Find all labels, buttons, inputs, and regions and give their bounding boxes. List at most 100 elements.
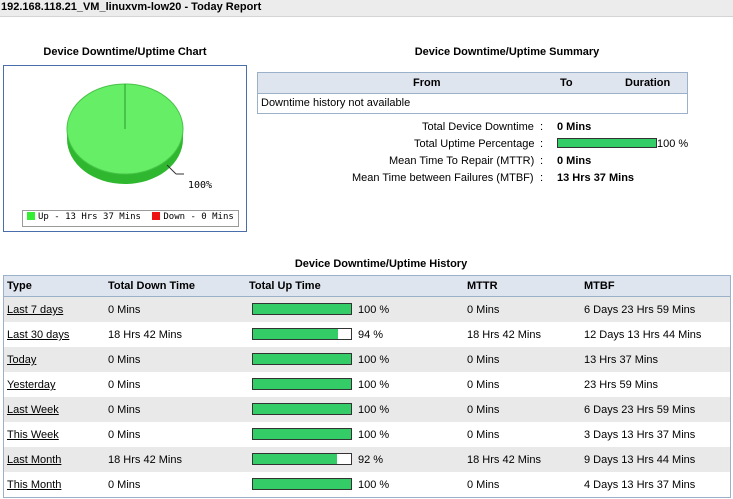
- row-mttr: 18 Hrs 42 Mins: [467, 329, 541, 341]
- stat-label: Mean Time To Repair (MTTR): [389, 155, 535, 167]
- row-type-link[interactable]: Last 7 days: [7, 304, 64, 316]
- uptime-bar: [252, 453, 352, 465]
- uptime-bar: [252, 353, 352, 365]
- row-mtbf: 6 Days 23 Hrs 59 Mins: [584, 304, 696, 316]
- uptime-bar-fill: [253, 304, 351, 314]
- legend-label-down: Down - 0 Mins: [163, 212, 234, 222]
- col-from: From: [413, 77, 441, 89]
- stat-label: Mean Time between Failures (MTBF): [352, 172, 534, 184]
- uptime-bar: [252, 403, 352, 415]
- stat-value: 0 Mins: [557, 121, 592, 133]
- history-title: Device Downtime/Uptime History: [294, 258, 468, 270]
- row-type: Last 30 days: [7, 329, 69, 341]
- pie-chart: [66, 83, 184, 184]
- row-uptime-pct: 100 %: [358, 479, 390, 491]
- row-mtbf: 13 Hrs 37 Mins: [584, 354, 658, 366]
- row-uptime-pct: 100 %: [358, 404, 390, 416]
- stat-label: Total Device Downtime: [422, 121, 534, 133]
- col-type: Type: [7, 280, 32, 292]
- legend-label-up: Up - 13 Hrs 37 Mins: [38, 212, 141, 222]
- col-to: To: [560, 77, 573, 89]
- col-mttr: MTTR: [467, 280, 498, 292]
- uptime-bar-fill: [253, 429, 351, 439]
- uptime-bar-fill: [253, 454, 338, 464]
- empty-message: Downtime history not available: [261, 97, 411, 109]
- row-mttr: 0 Mins: [467, 304, 500, 316]
- uptime-bar-fill: [253, 329, 339, 339]
- window-titlebar: 192.168.118.21_VM_linuxvm-low20 - Today …: [0, 0, 733, 17]
- row-total-down: 18 Hrs 42 Mins: [108, 454, 182, 466]
- uptime-bar-fill: [253, 404, 351, 414]
- legend-swatch-up: [27, 212, 35, 220]
- stat-value: 13 Hrs 37 Mins: [557, 172, 635, 184]
- row-mtbf: 3 Days 13 Hrs 37 Mins: [584, 429, 696, 441]
- uptime-bar: [252, 303, 352, 315]
- col-mtbf: MTBF: [584, 280, 615, 292]
- row-type-link[interactable]: This Month: [7, 479, 62, 491]
- legend-item-up: Up - 13 Hrs 37 Mins: [27, 212, 141, 222]
- pie-percent-label: 100%: [188, 180, 213, 191]
- table-row: Yesterday 0 Mins 100 % 0 Mins 23 Hrs 59 Mins: [4, 372, 730, 397]
- row-type: This Month: [7, 479, 61, 491]
- window-title: 192.168.118.21_VM_linuxvm-low20 - Today …: [1, 1, 262, 13]
- stat-label: Total Uptime Percentage: [414, 138, 535, 150]
- row-uptime-pct: 92 %: [358, 454, 384, 466]
- row-type-link[interactable]: Today: [7, 354, 37, 366]
- summary-title: Device Downtime/Uptime Summary: [414, 46, 600, 58]
- uptime-bar-fill: [253, 379, 351, 389]
- uptime-bar-fill: [253, 479, 351, 489]
- table-row: Today 0 Mins 100 % 0 Mins 13 Hrs 37 Mins: [4, 347, 730, 372]
- table-row: Last 7 days 0 Mins 100 % 0 Mins 6 Days 23 Hr…: [4, 297, 730, 322]
- row-total-down: 0 Mins: [108, 429, 141, 441]
- row-total-down: 0 Mins: [108, 379, 141, 391]
- row-mttr: 0 Mins: [467, 354, 500, 366]
- chart-panel: 100% Up - 13 Hrs 37 Mins Down - 0 Mins: [3, 65, 247, 232]
- uptime-progress-fill: [558, 139, 656, 147]
- row-type: Yesterday: [7, 379, 56, 391]
- row-uptime-pct: 100 %: [358, 379, 390, 391]
- row-type-link[interactable]: This Week: [7, 429, 59, 441]
- col-duration: Duration: [625, 77, 671, 89]
- chart-title: Device Downtime/Uptime Chart: [43, 46, 207, 58]
- row-uptime-pct: 100 %: [358, 354, 390, 366]
- row-type: Last Month: [7, 454, 61, 466]
- col-total-up: Total Up Time: [249, 280, 321, 292]
- row-type-link[interactable]: Yesterday: [7, 379, 56, 391]
- row-mttr: 18 Hrs 42 Mins: [467, 454, 541, 466]
- table-row: This Week 0 Mins 100 % 0 Mins 3 Days 13 Hrs …: [4, 422, 730, 447]
- legend-swatch-down: [152, 212, 161, 220]
- history-header-row: Type Total Down Time Total Up Time MTTR …: [4, 276, 730, 297]
- col-total-down: Total Down Time: [108, 280, 195, 292]
- row-mtbf: 6 Days 23 Hrs 59 Mins: [584, 404, 696, 416]
- row-mttr: 0 Mins: [467, 429, 500, 441]
- stat-sep: :: [540, 172, 544, 184]
- row-mttr: 0 Mins: [467, 404, 500, 416]
- uptime-bar: [252, 378, 352, 390]
- row-mtbf: 23 Hrs 59 Mins: [584, 379, 658, 391]
- legend-item-down: Down - 0 Mins: [152, 212, 234, 222]
- row-type-link[interactable]: Last Week: [7, 404, 59, 416]
- uptime-bar: [252, 328, 352, 340]
- pie-label-leader: [166, 164, 177, 175]
- table-row: Last 30 days 18 Hrs 42 Mins 94 % 18 Hrs 42 …: [4, 322, 730, 347]
- table-row: Last Month 18 Hrs 42 Mins 92 % 18 Hrs 42 Mi…: [4, 447, 730, 472]
- row-uptime-pct: 100 %: [358, 429, 390, 441]
- stat-sep: :: [540, 138, 544, 150]
- row-total-down: 0 Mins: [108, 354, 141, 366]
- downtime-history-table: From To Duration Downtime history not av…: [257, 72, 688, 114]
- stat-sep: :: [540, 121, 544, 133]
- row-type-link[interactable]: Last Month: [7, 454, 62, 466]
- uptime-bar: [252, 428, 352, 440]
- row-type: Last Week: [7, 404, 59, 416]
- row-uptime-pct: 100 %: [358, 304, 390, 316]
- table-row: Last Week 0 Mins 100 % 0 Mins 6 Days 23 Hrs …: [4, 397, 730, 422]
- uptime-bar-fill: [253, 354, 351, 364]
- chart-legend: Up - 13 Hrs 37 Mins Down - 0 Mins: [22, 210, 239, 227]
- row-type: This Week: [7, 429, 59, 441]
- row-type-link[interactable]: Last 30 days: [7, 329, 70, 341]
- row-type: Today: [7, 354, 36, 366]
- history-table: Type Total Down Time Total Up Time MTTR …: [3, 275, 731, 498]
- row-mtbf: 12 Days 13 Hrs 44 Mins: [584, 329, 702, 341]
- row-mttr: 0 Mins: [467, 479, 500, 491]
- uptime-bar: [252, 478, 352, 490]
